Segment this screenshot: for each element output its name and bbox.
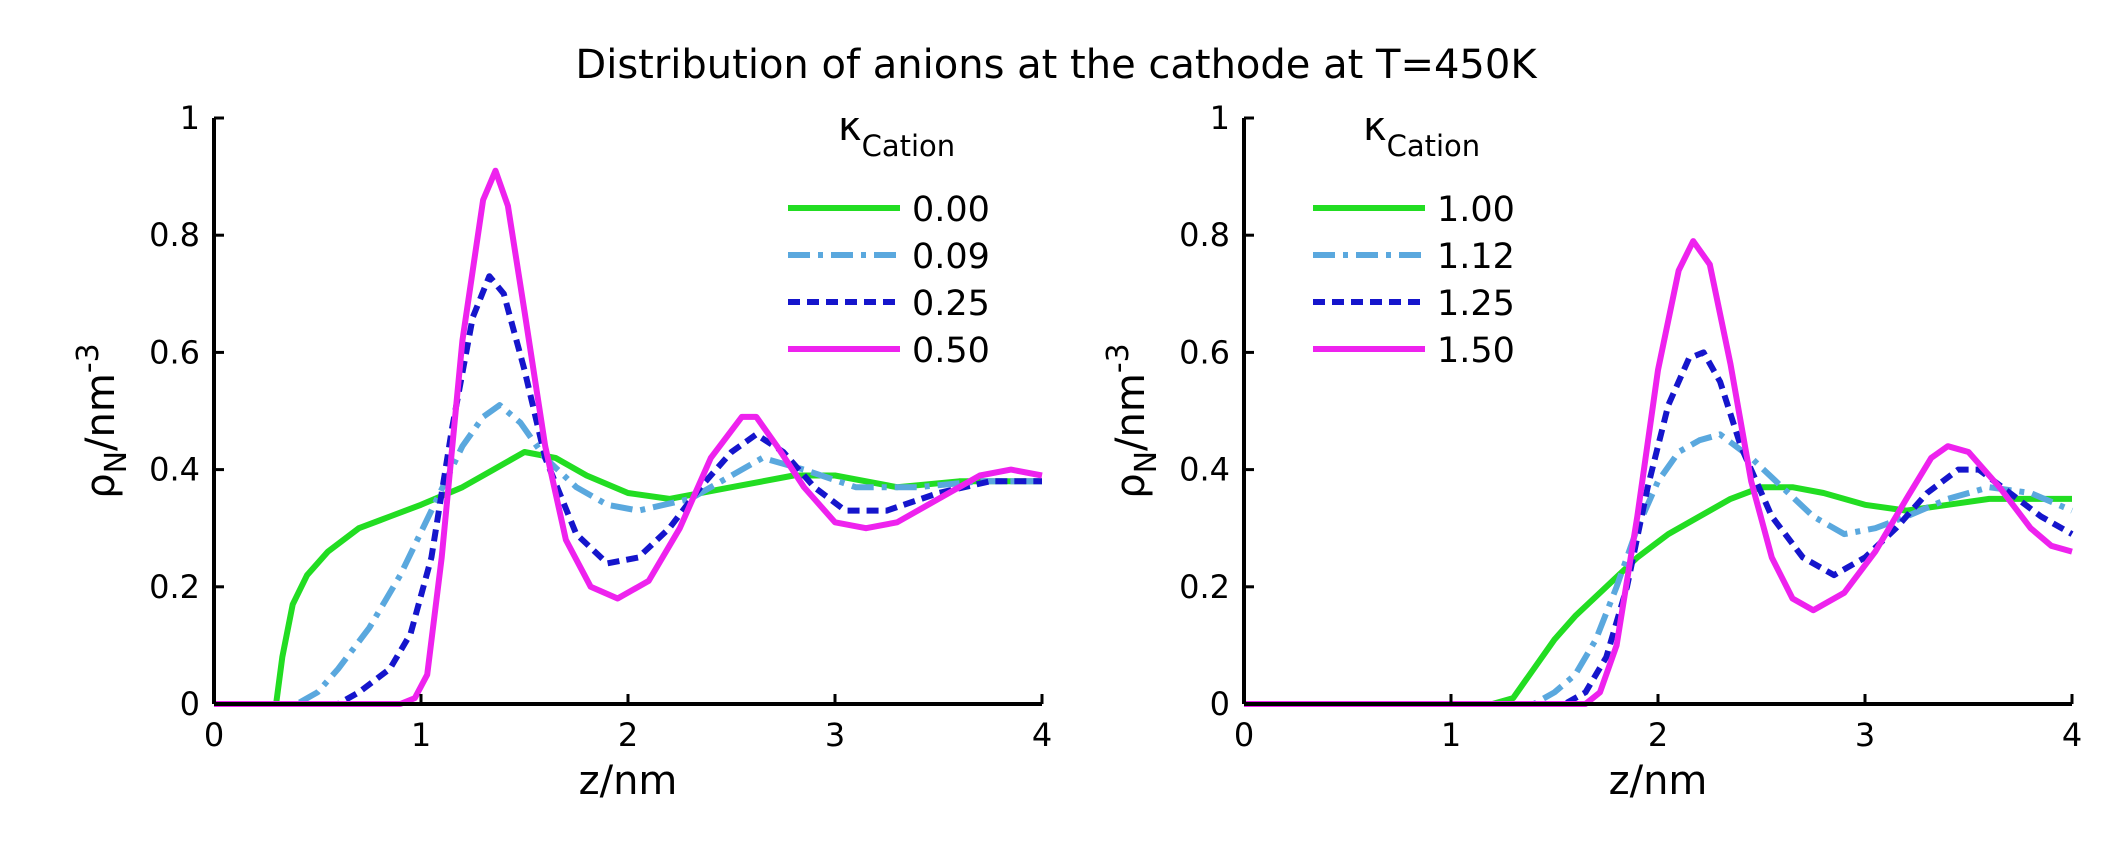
legend-label-1.12: 1.12: [1437, 237, 1515, 277]
x-tick-label: 2: [618, 716, 638, 754]
x-tick-label: 0: [1234, 716, 1254, 754]
series-line-0.25: [214, 273, 1042, 707]
y-tick-label: 0.8: [1179, 216, 1230, 254]
y-tick-label: 0.6: [149, 333, 200, 371]
legend-label-0.25: 0.25: [912, 284, 990, 324]
x-axis-label: z/nm: [579, 758, 678, 804]
series-line-1.50: [1244, 238, 2073, 707]
figure-title: Distribution of anions at the cathode at…: [575, 42, 1538, 88]
y-tick-label: 0.2: [149, 568, 200, 606]
legend-title: κCation: [1363, 104, 1480, 163]
y-tick-label: 1: [1210, 99, 1230, 137]
series-line-1.25: [1244, 349, 2074, 707]
x-tick-label: 3: [1855, 716, 1875, 754]
y-tick-label: 0.4: [1179, 451, 1230, 489]
legend-label-0.50: 0.50: [912, 331, 990, 371]
series-line-0.09: [214, 402, 1042, 707]
x-tick-label: 3: [825, 716, 845, 754]
y-tick-label: 1: [180, 99, 200, 137]
y-axis-label: ρN/nm-3: [1101, 343, 1164, 499]
x-tick-label: 2: [1648, 716, 1668, 754]
series-line-0.50: [214, 167, 1043, 707]
legend-title: κCation: [838, 104, 955, 163]
y-tick-label: 0: [1210, 685, 1230, 723]
legend-label-0.00: 0.00: [912, 190, 990, 230]
series-line-1.12: [1244, 431, 2074, 707]
legend-label-1.00: 1.00: [1437, 190, 1515, 230]
y-tick-label: 0.8: [149, 216, 200, 254]
x-tick-label: 1: [411, 716, 431, 754]
x-tick-label: 4: [2062, 716, 2082, 754]
right-panel: 0 1 2 3 4 0 0.2 0.4 0.6 0.8 1 z/nm ρN/nm-3 κCation 1.0…: [1101, 99, 2082, 804]
y-tick-label: 0: [180, 685, 200, 723]
legend-label-1.50: 1.50: [1437, 331, 1515, 371]
y-axis-label: ρN/nm-3: [71, 343, 134, 499]
left-panel: 0 1 2 3 4 0 0.2 0.4 0.6 0.8 1 z/nm ρN/nm-3 κCation 0.0…: [71, 99, 1052, 804]
x-tick-label: 4: [1032, 716, 1052, 754]
y-tick-label: 0.4: [149, 451, 200, 489]
legend-label-1.25: 1.25: [1437, 284, 1515, 324]
y-tick-label: 0.2: [1179, 568, 1230, 606]
series-line-1.00: [1244, 484, 2072, 707]
x-tick-label: 0: [204, 716, 224, 754]
y-tick-label: 0.6: [1179, 333, 1230, 371]
x-axis-label: z/nm: [1609, 758, 1708, 804]
legend-label-0.09: 0.09: [912, 237, 990, 277]
x-tick-label: 1: [1441, 716, 1461, 754]
